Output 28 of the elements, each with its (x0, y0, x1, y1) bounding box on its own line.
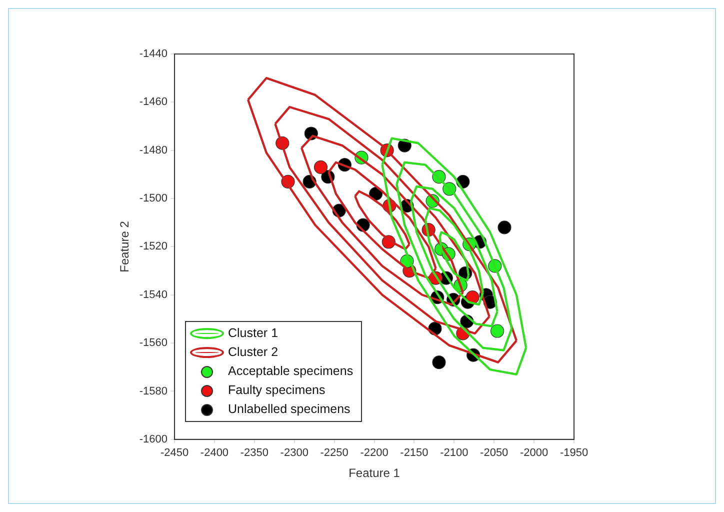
x-tick-label: -2150 (400, 447, 428, 460)
x-tick-label: -2350 (240, 447, 268, 460)
y-tick-label: -1520 (139, 240, 168, 253)
x-tick-label: -1950 (560, 447, 588, 460)
y-tick-label: -1580 (139, 385, 168, 398)
y-tick-label: -1540 (139, 288, 168, 301)
legend-label: Unlabelled specimens (228, 401, 350, 418)
x-tick-label: -2050 (480, 447, 508, 460)
panel-frame: Feature 1 Feature 2 -2450 -2400 -2350 -2300 -2250 -2200 -2150 -2100 -2050 -2000 -1950 -1600 -1580 -1560 -1540 -1520 -1500 -1480 -1460 -1440 Cluster 1 Cluster 2 Acceptable specimens Faulty specimens Unlabelled specimens (8, 8, 716, 504)
x-tick-label: -2000 (520, 447, 548, 460)
x-tick-label: -2200 (360, 447, 388, 460)
y-tick-label: -1440 (139, 48, 168, 60)
x-axis-title: Feature 1 (348, 466, 400, 480)
y-axis-title: Feature 2 (118, 220, 132, 272)
x-tick-label: -2300 (280, 447, 308, 460)
legend-label: Cluster 2 (228, 344, 278, 361)
x-tick-label: -2400 (200, 447, 229, 460)
y-tick-label: -1460 (139, 96, 168, 108)
x-tick-label: -2450 (160, 447, 189, 460)
y-tick-label: -1600 (139, 433, 168, 446)
legend-label: Faulty specimens (228, 382, 326, 399)
y-tick-label: -1560 (139, 337, 168, 350)
x-tick-label: -2250 (320, 447, 348, 460)
x-tick-label: -2100 (440, 447, 468, 460)
legend-label: Cluster 1 (228, 325, 278, 342)
legend-label: Acceptable specimens (228, 363, 354, 380)
y-tick-label: -1500 (139, 192, 168, 205)
y-tick-label: -1480 (139, 144, 168, 156)
